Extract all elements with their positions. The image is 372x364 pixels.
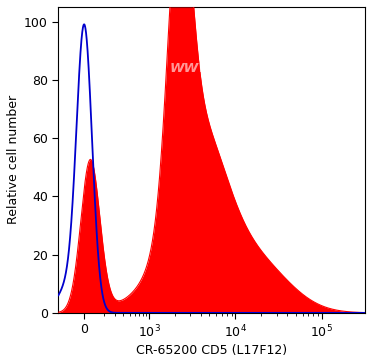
Y-axis label: Relative cell number: Relative cell number <box>7 95 20 225</box>
X-axis label: CR-65200 CD5 (L17F12): CR-65200 CD5 (L17F12) <box>136 344 287 357</box>
Text: WWW.PTGLAB.COM: WWW.PTGLAB.COM <box>170 62 315 75</box>
